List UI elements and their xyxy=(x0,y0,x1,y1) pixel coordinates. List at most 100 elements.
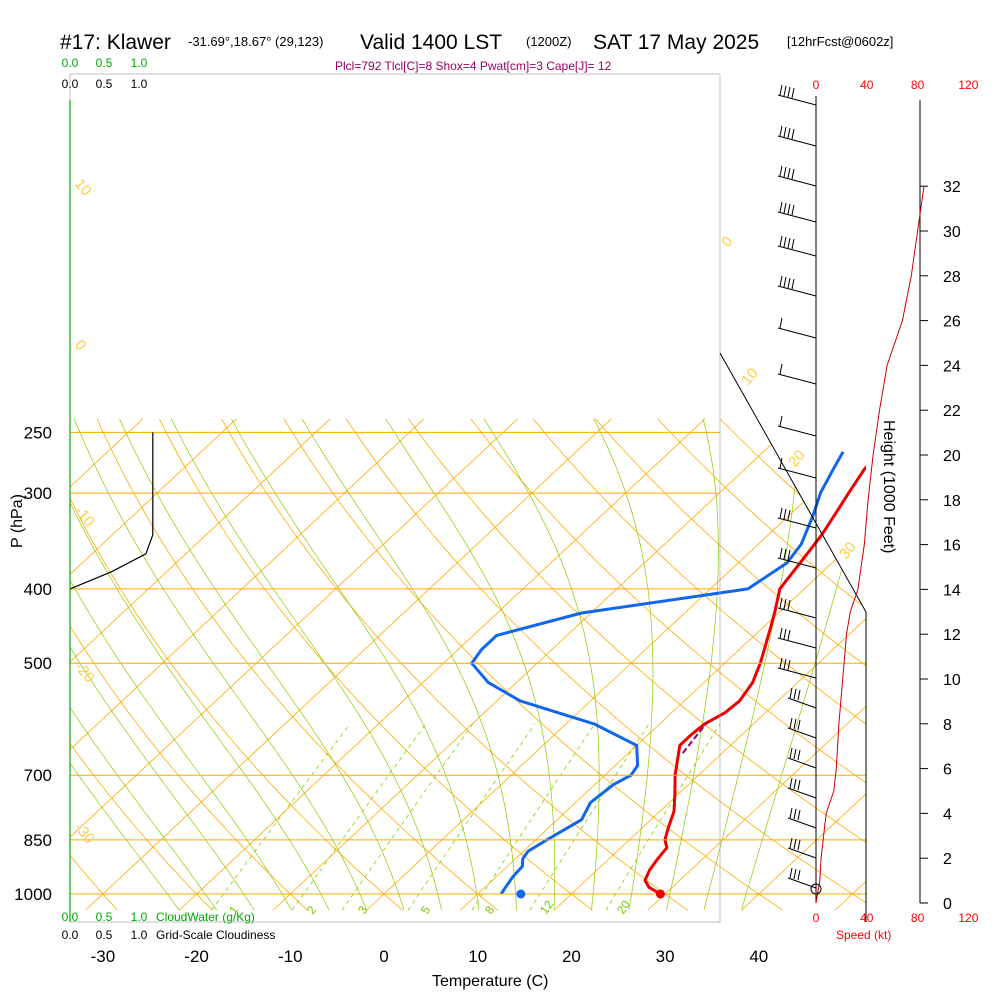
wind-barb-feather xyxy=(779,275,783,287)
cloudiness-label: Grid-Scale Cloudiness xyxy=(156,928,275,942)
isotherm-line xyxy=(70,418,518,911)
wind-barb-feather xyxy=(789,867,793,879)
speed-tick-label-bottom: 120 xyxy=(958,911,978,925)
dry-adiabat-line xyxy=(70,418,308,911)
speed-tick-label-bottom: 40 xyxy=(860,911,874,925)
moist-adiabat-line xyxy=(70,418,180,911)
wind-barb-staff xyxy=(787,757,817,769)
wind-barb xyxy=(777,363,817,385)
moist-adiabat-line xyxy=(73,418,367,911)
mixing-ratio-label: 2 xyxy=(304,903,319,917)
wind-barb xyxy=(777,547,817,569)
speed-tick-label-top: 80 xyxy=(911,78,925,92)
wind-barb xyxy=(777,165,817,187)
dry-adiabat-line xyxy=(70,418,403,911)
cloud-axis-tick: 0.5 xyxy=(96,928,113,942)
wind-barb-staff xyxy=(787,727,817,739)
wind-barb-staff xyxy=(777,327,817,339)
temperature-tick-label: 0 xyxy=(379,947,388,966)
pressure-tick-label: 850 xyxy=(24,831,52,850)
wind-barb-staff xyxy=(787,847,817,859)
temperature-tick-label: 20 xyxy=(562,947,581,966)
wind-barb xyxy=(787,717,817,739)
mixing-ratio-line xyxy=(407,723,536,911)
cloud-axis-tick: 0.5 xyxy=(96,77,113,91)
utc-time: (1200Z) xyxy=(526,34,572,49)
moist-adiabat-line xyxy=(231,418,480,911)
speed-tick-label-top: 40 xyxy=(860,78,874,92)
wind-barb-staff xyxy=(777,135,817,147)
dry-adiabat-line xyxy=(70,418,118,911)
wind-barb xyxy=(787,807,817,829)
cloud-axis-tick: 0.5 xyxy=(96,56,113,70)
valid-date: SAT 17 May 2025 xyxy=(593,31,759,54)
mixing-ratio-label: 8 xyxy=(482,903,497,917)
wind-barb-feather xyxy=(779,597,783,609)
wind-barb-feather xyxy=(793,718,797,730)
wind-barb-feather xyxy=(791,238,795,250)
wind-barb-feather xyxy=(793,778,797,790)
height-tick-label: 12 xyxy=(943,627,961,644)
wind-barb-feather xyxy=(797,779,801,791)
moist-adiabat-line xyxy=(703,418,800,911)
height-tick-label: 8 xyxy=(943,717,952,734)
height-tick-label: 18 xyxy=(943,493,961,510)
wind-barb-feather xyxy=(793,748,797,760)
sounding-series xyxy=(470,451,866,896)
moist-adiabat-line xyxy=(593,418,654,911)
height-tick-label: 4 xyxy=(943,806,952,823)
moist-adiabat-line xyxy=(70,418,255,911)
cloud-axis-tick: 1.0 xyxy=(131,928,148,942)
isotherm-line xyxy=(85,418,612,911)
panel-boundary xyxy=(719,352,867,922)
wind-barb-feather xyxy=(793,808,797,820)
cloudwater-label: CloudWater (g/Kg) xyxy=(156,910,255,924)
wind-barb xyxy=(777,84,817,106)
wind-barb-staff xyxy=(777,94,817,106)
height-tick-label: 14 xyxy=(943,582,961,599)
height-tick-label: 0 xyxy=(943,896,952,913)
dry-adiabat-line xyxy=(158,418,593,911)
valid-time: Valid 1400 LST xyxy=(360,31,502,54)
wind-barb-feather xyxy=(787,509,791,521)
wind-barb-feather xyxy=(783,236,787,248)
wind-barb-feather xyxy=(791,204,795,216)
wind-barb-feather xyxy=(779,84,783,96)
temperature-tick-label: -30 xyxy=(91,947,116,966)
isotherm-line xyxy=(178,418,706,911)
wind-barb-feather xyxy=(783,508,787,520)
series-line-dewpoint xyxy=(470,451,845,895)
moist-adiabat-line xyxy=(70,418,217,911)
pressure-axis-title: P (hPa) xyxy=(9,494,26,548)
wind-barb xyxy=(787,867,817,889)
wind-barb-feather xyxy=(789,717,793,729)
speed-tick-label-top: 0 xyxy=(813,78,820,92)
wind-barb-feather xyxy=(779,547,783,559)
wind-barb-staff xyxy=(787,817,817,829)
wind-barb-feather xyxy=(779,657,783,669)
wind-barb xyxy=(777,657,817,679)
wind-barb-feather xyxy=(787,599,791,611)
dry-adiabat-label: -30 xyxy=(71,820,98,848)
wind-barb-feather xyxy=(787,237,791,249)
wind-barb-staff xyxy=(777,667,817,679)
wind-barb xyxy=(777,235,817,257)
wind-barb-feather xyxy=(787,203,791,215)
cloud-axis-tick: 0.0 xyxy=(62,910,79,924)
wind-barb-feather xyxy=(787,86,791,98)
moist-adiabat-line xyxy=(70,418,330,911)
moist-adiabat-line xyxy=(483,418,600,911)
temperature-tick-label: 30 xyxy=(656,947,675,966)
cloud-axis-tick: 0.0 xyxy=(62,77,79,91)
dry-adiabat-line xyxy=(532,418,866,911)
isotherm-line xyxy=(70,418,425,911)
temperature-tick-label: -10 xyxy=(278,947,303,966)
temperature-tick-label: -20 xyxy=(184,947,209,966)
moist-adiabat-line xyxy=(70,418,293,911)
wind-barb-staff xyxy=(777,425,817,437)
surface-temperature-marker xyxy=(655,889,665,899)
moist-adiabat-line xyxy=(741,418,866,911)
wind-barb-feather xyxy=(783,628,787,640)
cloud-axis-tick: 1.0 xyxy=(131,77,148,91)
